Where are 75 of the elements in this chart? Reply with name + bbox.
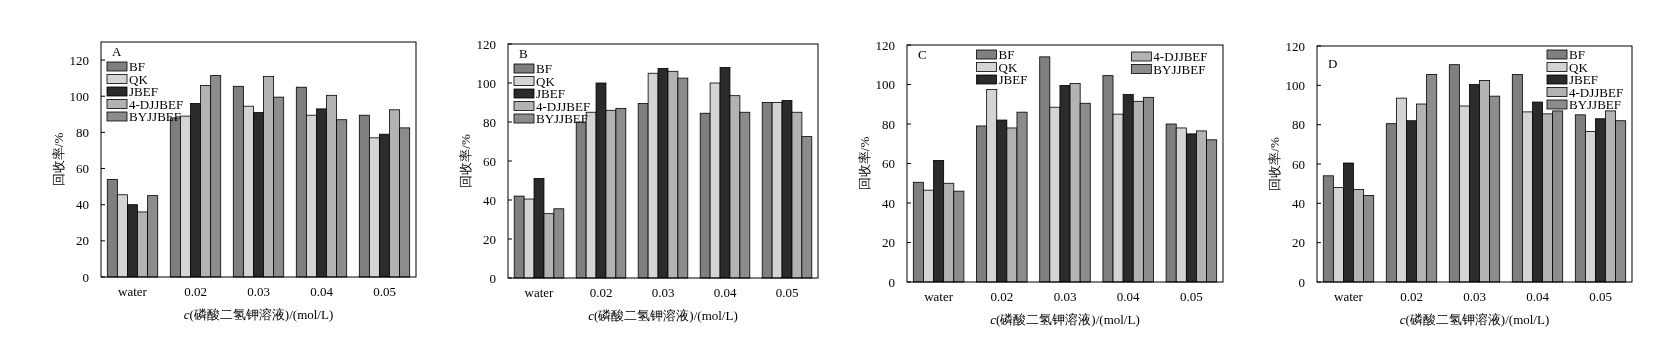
- x-tick-label: 0.03: [1053, 289, 1077, 304]
- x-tick-label: 0.03: [247, 284, 270, 299]
- y-tick-label: 40: [1292, 195, 1305, 211]
- y-tick-label: 40: [483, 192, 496, 208]
- y-axis-title: 回收率/%: [1267, 137, 1282, 191]
- y-tick-label: 60: [882, 156, 895, 171]
- legend-label: 4-DJJBEF: [1569, 84, 1624, 100]
- x-tick-label: 0.05: [1589, 289, 1612, 304]
- x-axis-title: c(磷酸二氢钾溶液)/(mol/L): [588, 308, 738, 323]
- y-tick-label: 60: [76, 161, 89, 177]
- y-tick-label: 80: [1292, 117, 1305, 133]
- y-tick-label: 80: [483, 114, 496, 130]
- x-tick-label: water: [1334, 289, 1364, 304]
- legend-label: 4-DJJBEF: [1153, 49, 1208, 64]
- legend-label: BF: [536, 61, 552, 76]
- x-tick-label: water: [524, 285, 555, 300]
- x-tick-label: 0.05: [1180, 289, 1203, 304]
- y-tick-label: 60: [483, 153, 496, 169]
- y-tick-label: 120: [69, 52, 89, 68]
- x-tick-label: 0.02: [589, 285, 613, 300]
- legend-label: BF: [1569, 47, 1585, 62]
- legend-label: QK: [998, 59, 1018, 75]
- x-tick-label: 0.02: [1400, 289, 1423, 304]
- x-tick-label: water: [924, 289, 954, 304]
- y-tick-label: 80: [76, 124, 89, 140]
- y-tick-label: 120: [476, 36, 496, 52]
- y-tick-label: 40: [882, 195, 895, 211]
- y-tick-label: 60: [1292, 156, 1305, 172]
- annotation: D: [1328, 56, 1338, 71]
- annotation: B: [519, 46, 528, 61]
- x-tick-label: 0.02: [990, 289, 1014, 304]
- x-tick-label: 0.02: [184, 284, 207, 299]
- y-tick-label: 0: [489, 270, 496, 286]
- y-tick-label: 100: [1285, 77, 1305, 93]
- y-tick-label: 20: [1292, 235, 1305, 251]
- y-tick-label: 100: [69, 88, 89, 104]
- y-tick-label: 0: [888, 274, 895, 290]
- legend-label: 4-DJJBEF: [536, 98, 591, 114]
- y-tick-label: 40: [76, 197, 89, 213]
- y-tick-label: 100: [476, 75, 496, 91]
- x-tick-label: 0.04: [1116, 289, 1141, 304]
- x-tick-label: water: [118, 284, 148, 299]
- y-axis-title: 回收率/%: [51, 132, 66, 187]
- legend-label: BF: [129, 59, 145, 74]
- x-tick-label: 0.03: [1463, 289, 1486, 304]
- y-tick-label: 20: [483, 231, 496, 247]
- x-tick-label: 0.05: [373, 284, 396, 299]
- x-axis-title: c(磷酸二氢钾溶液)/(mol/L): [1399, 312, 1550, 327]
- x-tick-label: 0.04: [713, 285, 737, 300]
- y-tick-label: 20: [882, 235, 895, 250]
- annotation: A: [112, 44, 122, 59]
- x-tick-label: 0.03: [651, 285, 675, 300]
- x-axis-title: c(磷酸二氢钾溶液)/(mol/L): [183, 307, 334, 322]
- x-tick-label: 0.04: [310, 284, 334, 299]
- legend-label: 4-DJJBEF: [129, 96, 184, 112]
- y-axis-title: 回收率/%: [458, 134, 473, 188]
- legend-label: BF: [998, 47, 1015, 62]
- y-tick-label: 80: [882, 116, 895, 132]
- y-tick-label: 120: [875, 37, 895, 53]
- annotation: C: [918, 47, 927, 62]
- y-tick-label: 20: [76, 233, 89, 249]
- legend-label: QK: [536, 73, 556, 89]
- x-tick-label: 0.04: [1526, 289, 1550, 304]
- y-tick-label: 120: [1285, 38, 1305, 54]
- legend-label: BYJJBEF: [1153, 61, 1206, 77]
- legend-label: BYJJBEF: [1569, 97, 1622, 112]
- y-tick-label: 0: [82, 269, 89, 285]
- x-axis-title: c(磷酸二氢钾溶液)/(mol/L): [990, 312, 1140, 327]
- y-tick-label: 0: [1298, 274, 1305, 290]
- y-tick-label: 100: [875, 77, 895, 92]
- legend-label: BYJJBEF: [129, 109, 182, 124]
- x-tick-label: 0.05: [775, 285, 799, 300]
- legend-label: QK: [1569, 59, 1589, 75]
- legend-label: QK: [129, 71, 149, 87]
- y-axis-title: 回收率/%: [857, 136, 872, 191]
